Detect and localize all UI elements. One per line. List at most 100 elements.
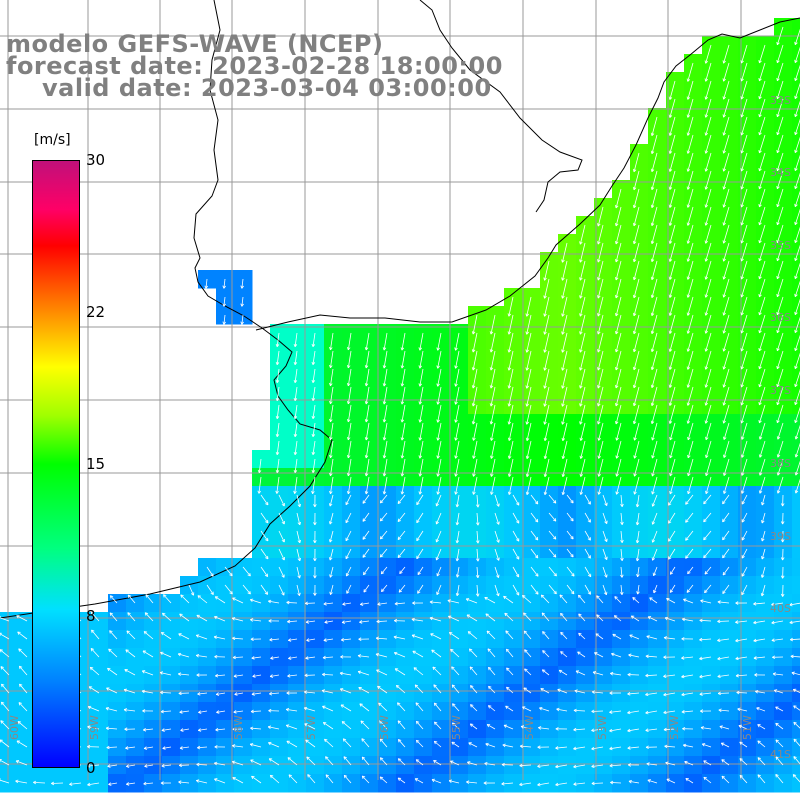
wind-cell <box>432 630 451 649</box>
wind-cell <box>756 684 775 703</box>
lon-label: 59W <box>88 715 101 740</box>
wind-cell <box>684 648 703 667</box>
wind-cell <box>180 666 199 685</box>
wind-cell <box>126 684 145 703</box>
wind-cell <box>252 684 271 703</box>
wind-cell <box>522 684 541 703</box>
wind-cell <box>270 702 289 721</box>
wind-cell <box>594 738 613 757</box>
colorbar-tick-8: 8 <box>86 607 96 625</box>
wind-cell <box>252 594 271 613</box>
wind-cell <box>180 648 199 667</box>
wind-cell <box>666 756 685 775</box>
wind-cell <box>612 630 631 649</box>
wind-cell <box>630 720 649 739</box>
wind-cell <box>774 666 793 685</box>
wind-cell <box>360 648 379 667</box>
wind-cell <box>288 702 307 721</box>
wind-cell <box>126 756 145 775</box>
wind-cell <box>666 594 685 613</box>
lat-label: 35S <box>770 239 791 252</box>
wind-cell <box>684 594 703 613</box>
wind-cell <box>306 684 325 703</box>
colorbar-tick-0: 0 <box>86 759 96 777</box>
wind-cell <box>540 756 559 775</box>
wind-cell <box>792 540 800 559</box>
wind-cell <box>414 630 433 649</box>
wind-cell <box>792 576 800 595</box>
wind-cell <box>666 666 685 685</box>
wind-cell <box>594 648 613 667</box>
wind-cell <box>792 684 800 703</box>
wind-cell <box>450 666 469 685</box>
wind-cell <box>468 774 487 793</box>
lon-label: 52W <box>668 715 681 740</box>
wind-cell <box>486 594 505 613</box>
lat-label: 39S <box>770 530 791 543</box>
wind-cell <box>360 666 379 685</box>
wind-cell <box>306 612 325 631</box>
wind-cell <box>648 756 667 775</box>
wind-cell <box>684 774 703 793</box>
wind-cell <box>504 684 523 703</box>
wind-cell <box>684 684 703 703</box>
wind-cell <box>306 774 325 793</box>
lat-label: 36S <box>770 311 791 324</box>
wind-cell <box>648 630 667 649</box>
wind-cell <box>450 738 469 757</box>
wind-cell <box>720 648 739 667</box>
wind-cell <box>684 720 703 739</box>
wind-cell <box>324 756 343 775</box>
wind-cell <box>342 594 361 613</box>
wind-cell <box>774 720 793 739</box>
wind-cell <box>450 774 469 793</box>
wind-cell <box>720 720 739 739</box>
wind-cell <box>306 630 325 649</box>
lat-label: 40S <box>770 602 791 615</box>
wind-cell <box>90 738 109 757</box>
wind-cell <box>0 612 19 631</box>
wind-cell <box>684 612 703 631</box>
wind-cell <box>108 756 127 775</box>
wind-cell <box>162 594 181 613</box>
wind-cell <box>396 630 415 649</box>
wind-cell <box>252 720 271 739</box>
wind-cell <box>684 756 703 775</box>
wind-cell <box>558 684 577 703</box>
wind-cell <box>558 648 577 667</box>
wind-cell <box>486 702 505 721</box>
wind-cell <box>558 702 577 721</box>
wind-cell <box>342 720 361 739</box>
wind-cell <box>612 648 631 667</box>
wind-cell <box>702 666 721 685</box>
wind-cell <box>198 684 217 703</box>
wind-cell <box>612 738 631 757</box>
wind-cell <box>648 774 667 793</box>
wind-cell <box>522 594 541 613</box>
wind-cell <box>0 684 19 703</box>
wind-cell <box>234 738 253 757</box>
wind-cell <box>270 774 289 793</box>
wind-cell <box>90 630 109 649</box>
wind-cell <box>576 666 595 685</box>
wind-cell <box>180 738 199 757</box>
wind-cell <box>414 666 433 685</box>
wind-cell <box>162 630 181 649</box>
wind-cell <box>774 630 793 649</box>
wind-cell <box>684 666 703 685</box>
wind-cell <box>702 774 721 793</box>
wind-cell <box>270 720 289 739</box>
wind-cell <box>630 594 649 613</box>
wind-cell <box>126 702 145 721</box>
wind-cell <box>648 720 667 739</box>
wind-cell <box>108 666 127 685</box>
wind-cell <box>666 738 685 757</box>
wind-cell <box>450 756 469 775</box>
wind-cell <box>252 612 271 631</box>
wind-cell <box>126 774 145 793</box>
wind-cell <box>432 612 451 631</box>
wind-cell <box>396 648 415 667</box>
wind-cell <box>162 720 181 739</box>
wind-cell <box>126 648 145 667</box>
